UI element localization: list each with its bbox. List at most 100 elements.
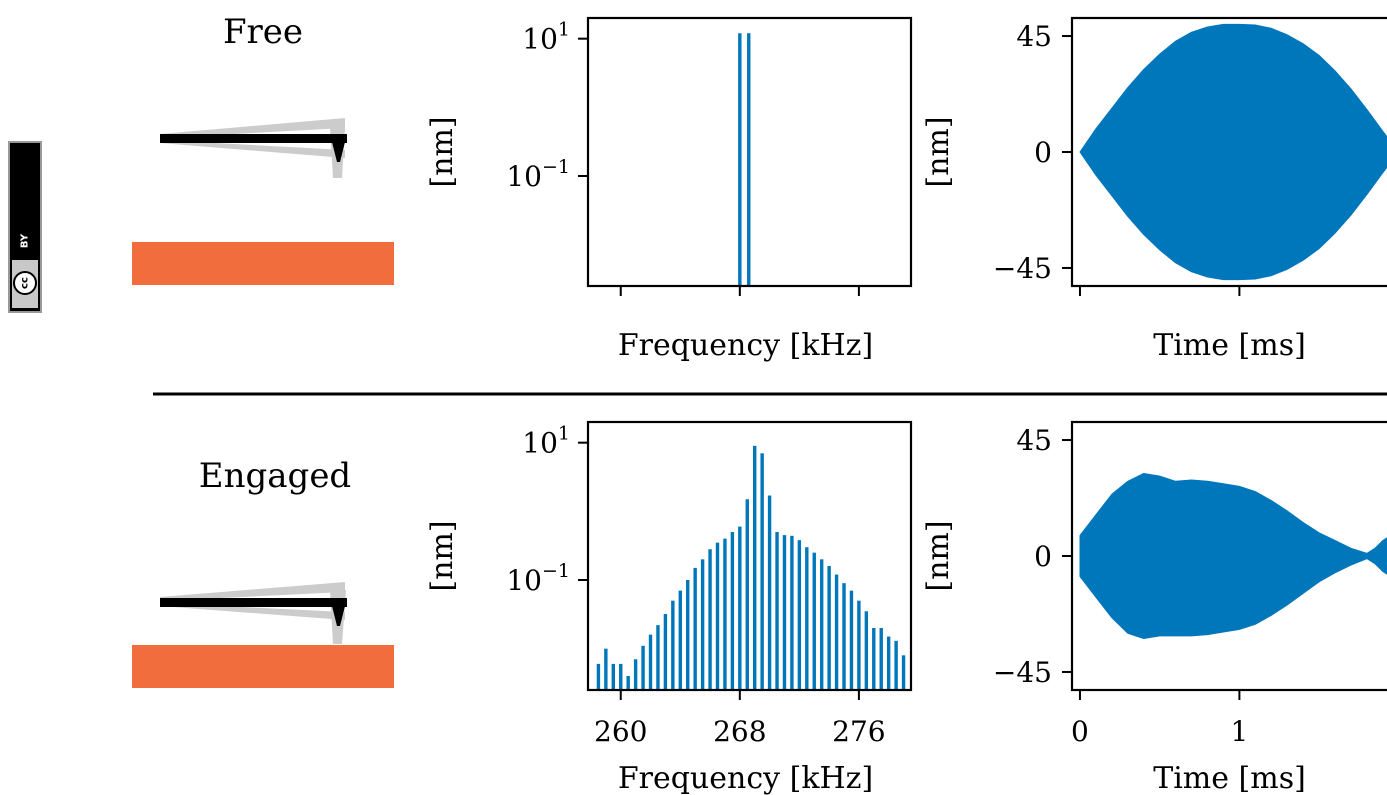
spectrum-bar [864,611,869,690]
row-label-free: Free [223,12,303,52]
y-tick-base: 10 [522,427,558,460]
spectrum-bar [901,655,906,690]
spectrum-bar [693,567,697,690]
y-axis-title: [nm] [425,116,460,187]
y-tick-base: 10 [506,160,542,193]
spectrum-bar [738,526,742,690]
by-badge-text: BY [20,233,31,248]
x-tick-label: 1 [1230,715,1248,748]
spectrum-bar [678,590,682,690]
y-tick-exponent: −1 [542,156,570,178]
cantilever-tip [330,598,347,626]
x-tick-label: 276 [832,715,885,748]
x-axis-title: Frequency [kHz] [618,761,873,795]
y-tick-exponent: 1 [558,19,570,41]
y-tick-label: 45 [1016,20,1052,53]
y-tick-label: 45 [1016,424,1052,457]
y-tick-label: −45 [993,656,1052,689]
y-axis-title: [nm] [425,520,460,591]
oscillation-envelope [1079,473,1387,639]
plot-frame [586,16,913,288]
spectrum-bar [782,535,787,690]
plot-area [738,33,751,286]
spectrum-bar [715,542,720,690]
spectrum-bar [648,634,653,690]
y-tick-label: 0 [1034,540,1052,573]
spectrum-bar [805,547,809,690]
spectrum-bar [641,645,645,690]
spectrum-bar [708,549,712,690]
y-tick-label: 0 [1034,136,1052,169]
spectrum-bar [747,33,751,286]
x-axis-title: Time [ms] [1153,328,1306,363]
spectrum-bar [857,600,861,690]
spectrum-bar [730,532,735,690]
plot-area [1079,23,1387,281]
x-tick-label: 0 [1071,715,1089,748]
x-axis-title: Time [ms] [1153,761,1306,795]
y-tick-label: 10−1 [506,560,570,597]
spectrum-bar [738,33,742,286]
y-tick-label: 101 [522,19,570,56]
spectrum-bar [663,613,668,690]
y-tick-exponent: −1 [542,560,570,582]
cantilever-engaged-illustration [132,582,394,688]
spectrum-bar [812,552,816,690]
y-tick-label: −45 [993,252,1052,285]
spectrum-bar [619,663,623,690]
y-axis-title: [nm] [921,520,956,591]
spectrum-bar [656,625,660,690]
oscillation-envelope [1079,23,1387,281]
spectrum-bar [604,648,608,690]
spectrum-bar [723,538,727,690]
cantilever-beam [160,598,347,607]
spectrum-bar [827,565,831,690]
cc-badge-text: cc [20,277,31,289]
x-tick-label: 268 [713,715,766,748]
spectrum-bar [894,640,898,690]
spectrum-bar [797,540,802,690]
spectrum-bar [686,579,690,690]
y-tick-base: 10 [506,564,542,597]
spectrum-bar [849,590,854,690]
cantilever-shadow-up [160,118,345,138]
spectrum-bar [834,574,839,690]
spectrum-bar [775,532,779,690]
spectrum-bar [753,445,757,690]
spectrum-bar [819,559,824,690]
cantilever-shadow-down [160,603,345,620]
x-axis-title: Frequency [kHz] [618,328,873,363]
plot-area [1079,473,1387,639]
spectrum-bar [767,495,772,690]
spectrum-bar [872,627,876,690]
y-tick-label: 10−1 [506,156,570,193]
spectrum-bar [611,663,616,690]
sample-surface [132,645,394,688]
y-tick-base: 10 [522,23,558,56]
cantilever-tip [330,134,347,162]
spectrum-bar [879,627,883,690]
cantilever-shadow-up [160,582,345,601]
cantilever-shadow-down [160,140,345,158]
plot-area [596,445,906,690]
spectrum-bar [790,535,794,690]
plot-frame [586,420,913,692]
spectrum-bar [886,636,891,690]
free-time-panel: 45 0 −45 Time [ms] [nm] [921,16,1387,363]
cantilever-free-illustration [132,118,394,285]
y-axis-title: [nm] [921,116,956,187]
cc-by-badge: cc BY [8,141,42,313]
spectrum-bar [700,559,705,690]
spectrum-bar [671,600,675,690]
row-label-engaged: Engaged [199,456,351,496]
spectrum-bar [626,675,630,690]
y-tick-label: 101 [522,423,570,460]
x-tick-label: 260 [594,715,647,748]
spectrum-bar [745,499,749,690]
sample-surface [132,242,394,285]
spectrum-bar [760,453,764,690]
spectrum-bar [596,663,601,690]
